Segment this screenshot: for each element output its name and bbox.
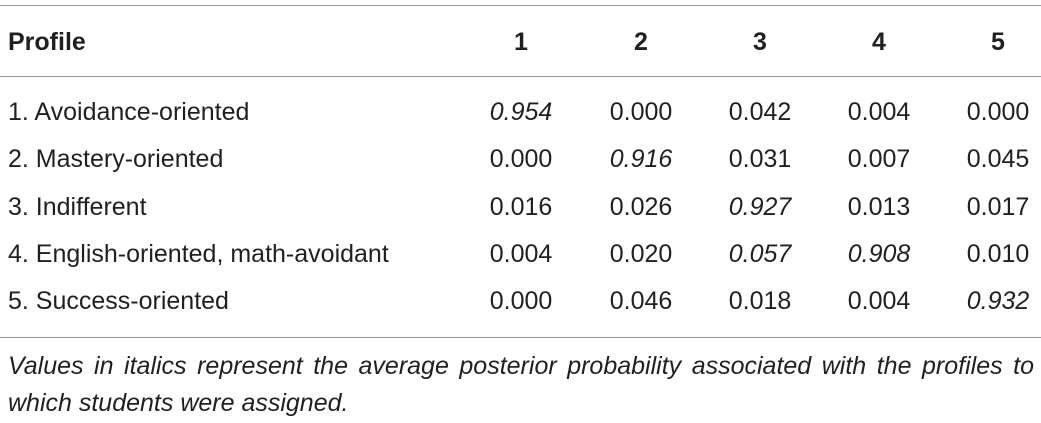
value-cell: 0.916 [609, 145, 673, 174]
value-cell: 0.000 [609, 98, 673, 126]
value-cell: 0.004 [489, 239, 553, 268]
profile-cell: 1. Avoidance-oriented [8, 98, 250, 126]
value-cell: 0.057 [728, 239, 792, 268]
value-cell: 0.010 [966, 239, 1030, 268]
bottom-rule [0, 337, 1041, 338]
value-cell: 0.046 [609, 287, 673, 316]
header-cell: 3 [753, 28, 767, 56]
header-cell: Profile [8, 28, 86, 56]
value-cell: 0.932 [966, 287, 1030, 316]
value-cell: 0.000 [489, 287, 553, 316]
value-cell: 0.018 [728, 287, 792, 316]
value-cell: 0.013 [847, 192, 911, 221]
header-cell: 5 [991, 28, 1005, 56]
profile-cell: 3. Indifferent [8, 192, 147, 221]
profile-cell: 5. Success-oriented [8, 287, 229, 316]
value-cell: 0.031 [728, 145, 792, 174]
profile-cell: 4. English-oriented, math-avoidant [8, 239, 389, 268]
value-cell: 0.000 [489, 145, 553, 174]
header-rule [0, 76, 1041, 77]
header-cell: 4 [872, 28, 886, 56]
header-cell: 1 [514, 28, 528, 56]
value-cell: 0.000 [966, 98, 1030, 126]
value-cell: 0.026 [609, 192, 673, 221]
footnote: Values in italics represent the average … [8, 352, 1034, 417]
value-cell: 0.017 [966, 192, 1030, 221]
top-rule [0, 5, 1041, 6]
value-cell: 0.954 [489, 98, 553, 126]
profile-cell: 2. Mastery-oriented [8, 145, 224, 174]
value-cell: 0.042 [728, 98, 792, 126]
value-cell: 0.004 [847, 98, 911, 126]
value-cell: 0.045 [966, 145, 1030, 174]
value-cell: 0.927 [728, 192, 792, 221]
value-cell: 0.004 [847, 287, 911, 316]
value-cell: 0.020 [609, 239, 673, 268]
value-cell: 0.016 [489, 192, 553, 221]
value-cell: 0.007 [847, 145, 911, 174]
value-cell: 0.908 [847, 239, 911, 268]
header-cell: 2 [634, 28, 648, 56]
